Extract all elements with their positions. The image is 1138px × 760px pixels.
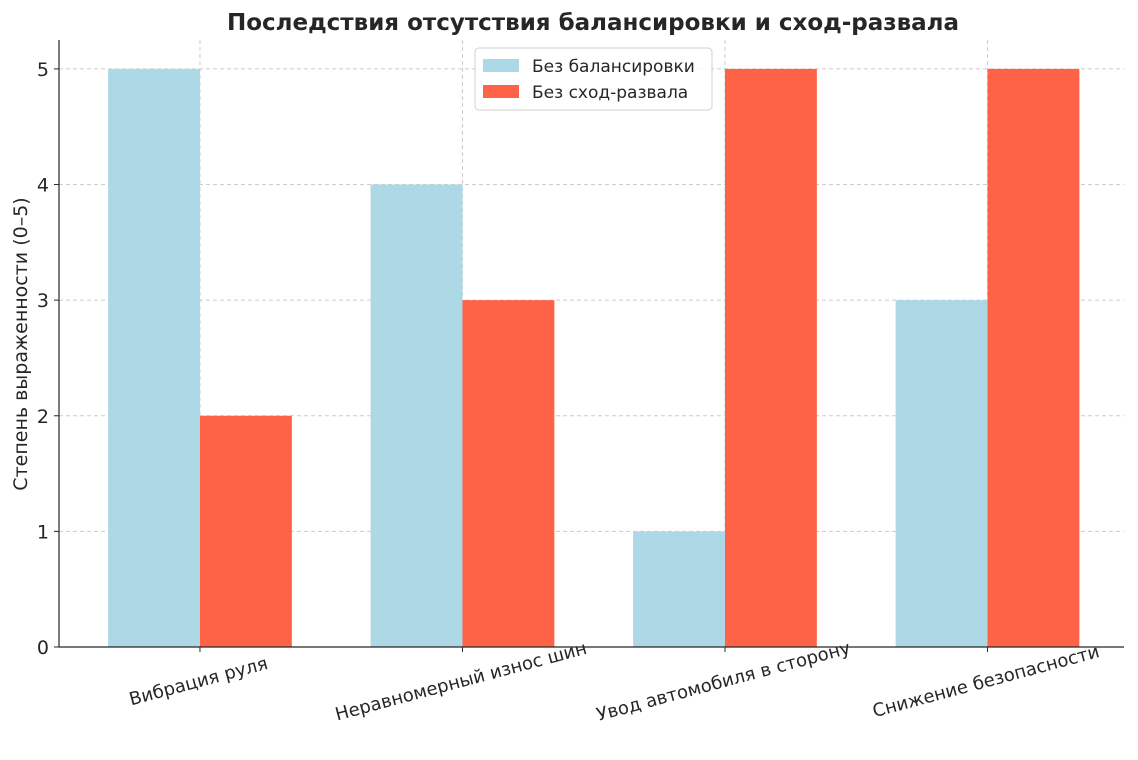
legend-swatch [483,59,519,72]
y-tick-label: 5 [37,59,49,81]
bar [724,68,817,647]
y-tick-label: 2 [37,406,49,428]
y-tick-label: 3 [37,290,49,312]
bar [633,531,725,647]
bar [987,68,1080,647]
bar [895,300,988,647]
bar [108,68,200,647]
bar [370,184,463,647]
x-tick-label: Снижение безопасности [870,641,1101,722]
y-tick-label: 0 [37,637,49,659]
legend-swatch [483,85,519,98]
legend-box [474,47,713,111]
x-tick-label: Неравномерный износ шин [333,638,589,725]
legend-label: Без балансировки [532,57,695,77]
y-tick-label: 1 [37,521,49,543]
bar [462,300,555,647]
y-axis-label: Степень выраженности (0–5) [10,197,32,490]
legend-label: Без сход-развала [532,83,688,103]
chart-title: Последствия отсутствия балансировки и сх… [227,10,959,36]
y-tick-label: 4 [37,175,49,197]
bar [199,415,292,647]
x-tick-label: Вибрация руля [127,653,270,710]
x-tick-label: Увод автомобиля в сторону [594,638,853,726]
